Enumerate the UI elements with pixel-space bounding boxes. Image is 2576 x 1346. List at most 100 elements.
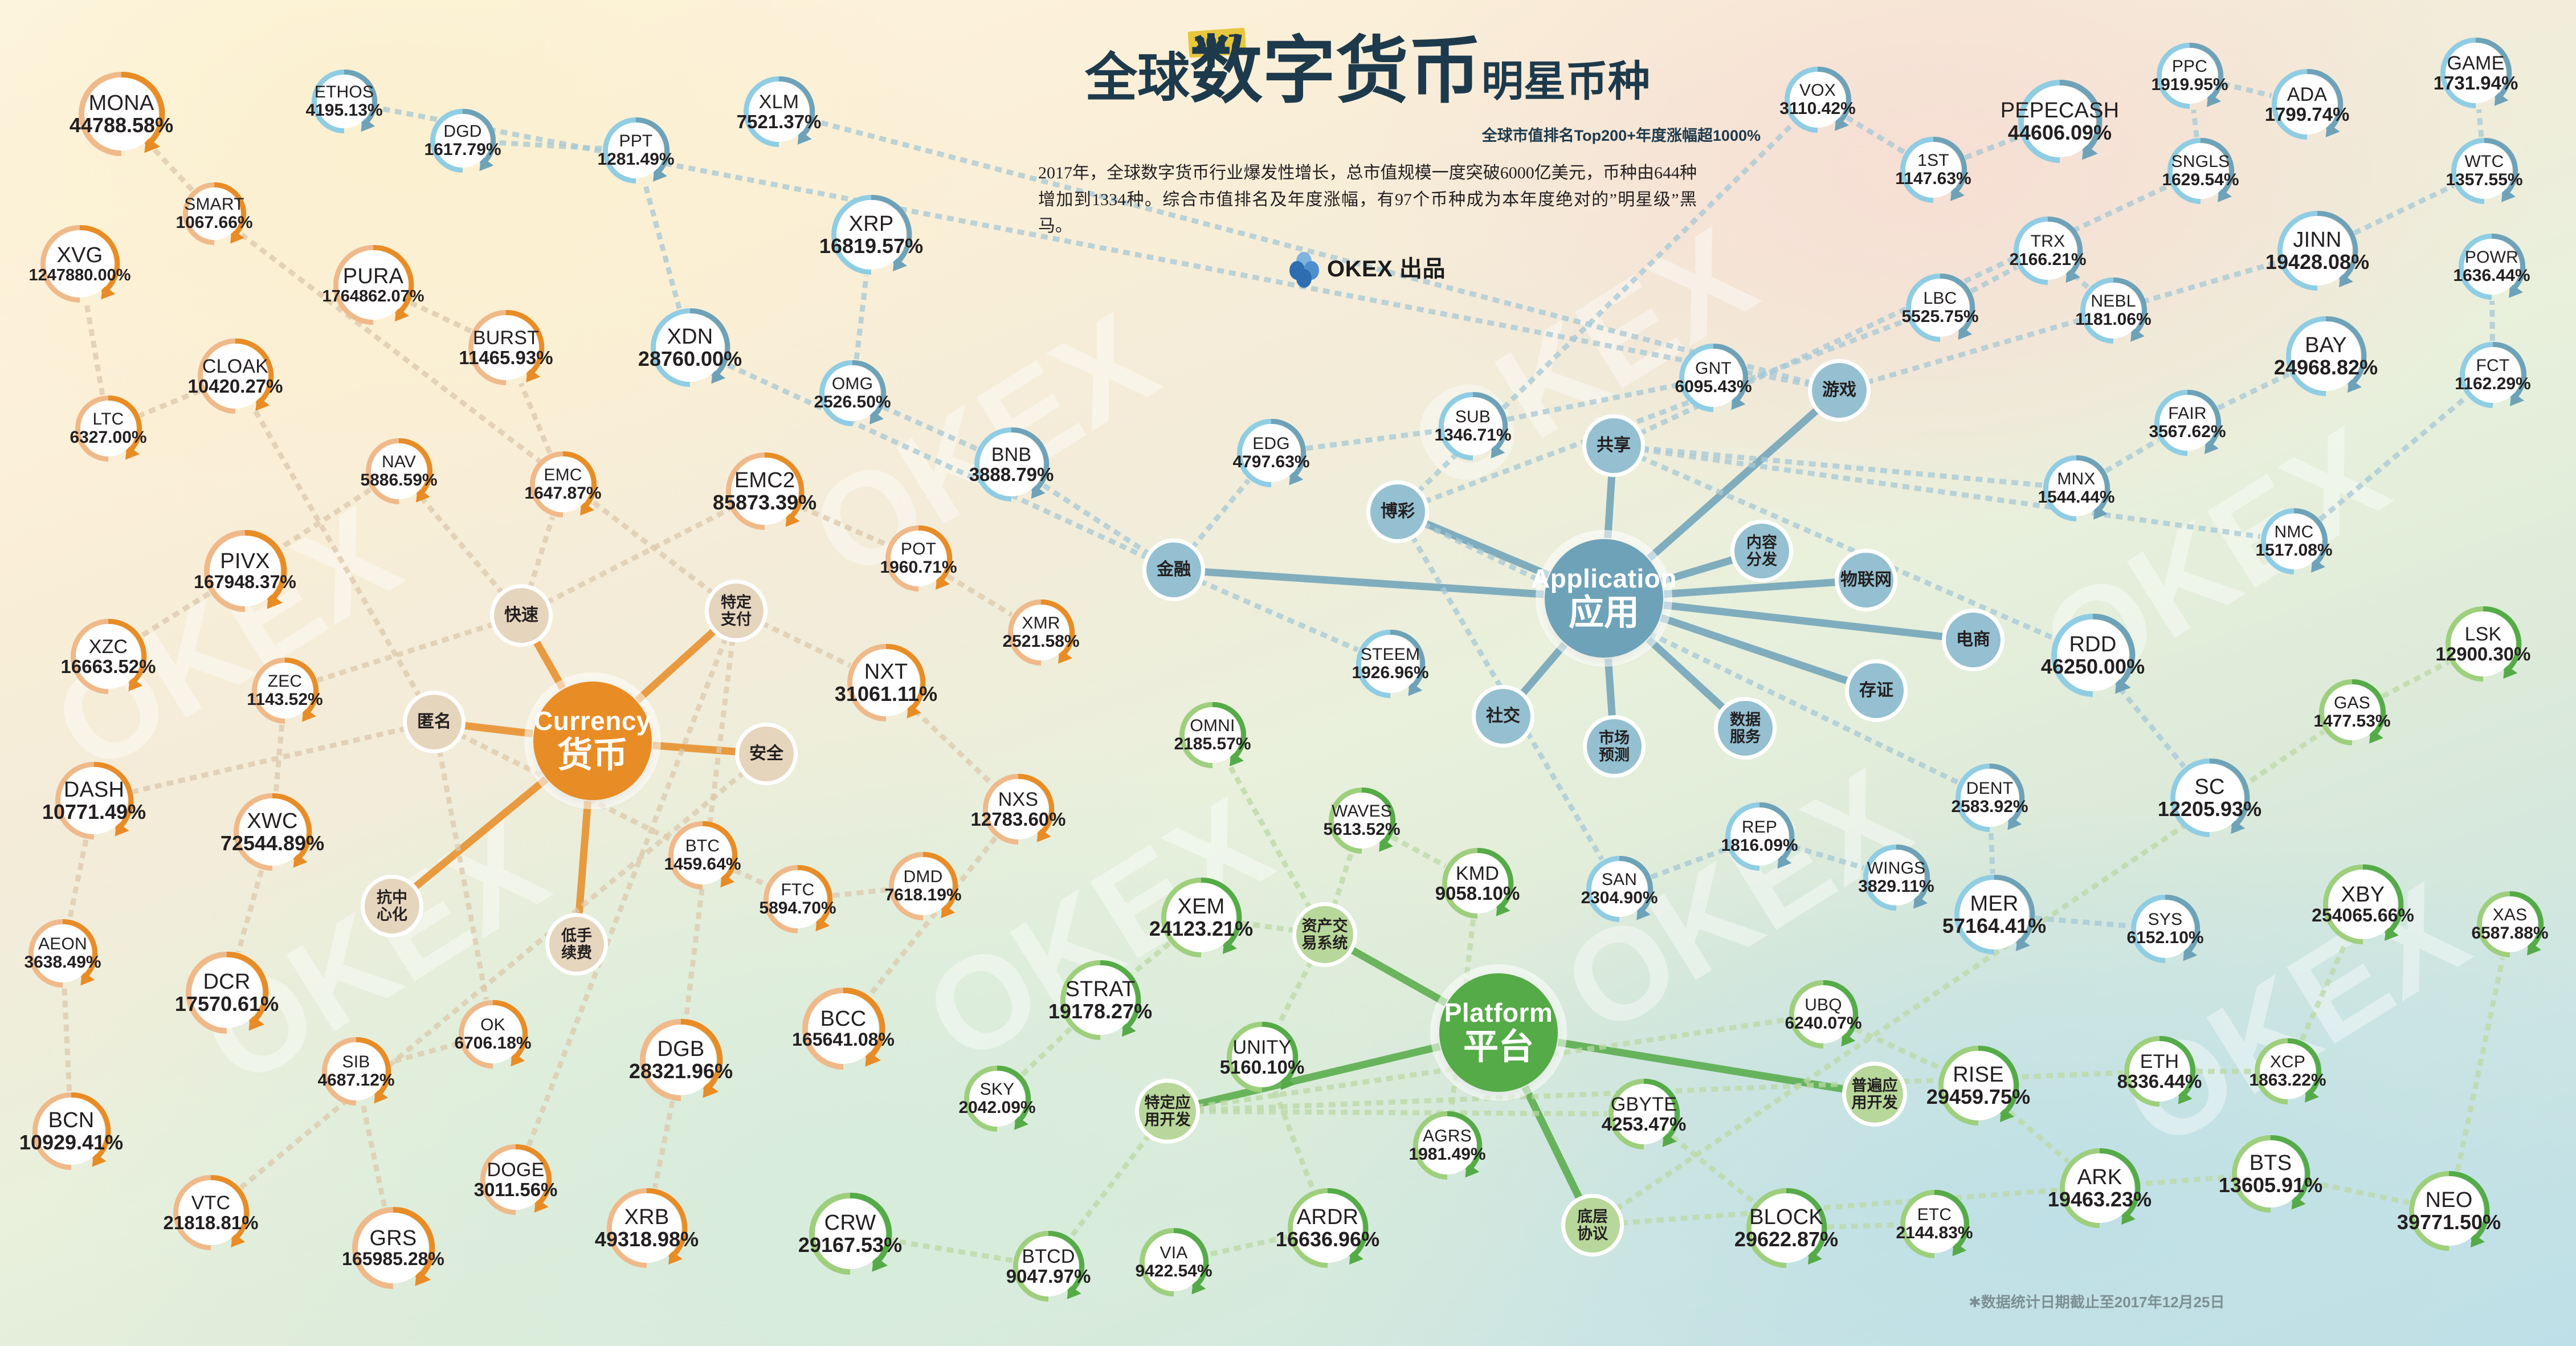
sub-iot[interactable]: 物联网 xyxy=(1839,553,1893,607)
coin-node-rep[interactable]: REP 1816.09% xyxy=(1721,807,1798,866)
sub-finance[interactable]: 金融 xyxy=(1146,543,1201,597)
coin-node-game[interactable]: GAME 1731.94% xyxy=(2434,43,2518,103)
coin-node-xwc[interactable]: XWC 72544.89% xyxy=(221,798,324,866)
coin-node-nmc[interactable]: NMC 1517.08% xyxy=(2255,513,2333,569)
coin-node-btc[interactable]: BTC 1459.64% xyxy=(664,826,741,884)
sub-content[interactable]: 内容 分发 xyxy=(1734,524,1789,578)
coin-node-xzc[interactable]: XZC 16663.52% xyxy=(61,624,156,689)
coin-node-doge[interactable]: DOGE 3011.56% xyxy=(474,1149,557,1210)
coin-node-dgd[interactable]: DGD 1617.79% xyxy=(424,114,501,168)
coin-node-gbyte[interactable]: GBYTE 4253.47% xyxy=(1602,1084,1686,1144)
sub-social[interactable]: 社交 xyxy=(1476,689,1530,744)
coin-node-xem[interactable]: XEM 24123.21% xyxy=(1149,883,1253,952)
sub-evidence[interactable]: 存证 xyxy=(1849,663,1904,718)
coin-node-emc[interactable]: EMC 1647.87% xyxy=(524,456,602,512)
sub-security[interactable]: 安全 xyxy=(739,727,794,781)
coin-node-mona[interactable]: MONA 44788.58% xyxy=(70,78,173,150)
sub-gambling[interactable]: 博彩 xyxy=(1370,484,1425,539)
coin-node-dcr[interactable]: DCR 17570.61% xyxy=(175,957,279,1028)
coin-node-bcn[interactable]: BCN 10929.41% xyxy=(19,1098,123,1165)
coin-node-mnx[interactable]: MNX 1544.44% xyxy=(2038,460,2115,516)
coin-node-aeon[interactable]: AEON 3638.49% xyxy=(24,924,101,982)
coin-node-burst[interactable]: BURST 11465.93% xyxy=(459,315,553,380)
coin-node-rise[interactable]: RISE 29459.75% xyxy=(1926,1051,2030,1120)
coin-node-vox[interactable]: VOX 3110.42% xyxy=(1779,72,1856,128)
coin-node-sub[interactable]: SUB 1346.71% xyxy=(1434,397,1512,455)
coin-node-btcd[interactable]: BTCD 9047.97% xyxy=(1006,1236,1091,1296)
coin-node-xmr[interactable]: XMR 2521.58% xyxy=(1002,605,1080,660)
sub-specific-app-dev[interactable]: 特定应 用开发 xyxy=(1139,1083,1196,1140)
coin-node-via[interactable]: VIA 9422.54% xyxy=(1135,1233,1213,1291)
coin-node-ltc[interactable]: LTC 6327.00% xyxy=(70,401,147,456)
coin-node-dmd[interactable]: DMD 7618.19% xyxy=(884,857,962,915)
coin-node-ada[interactable]: ADA 1799.74% xyxy=(2265,74,2349,134)
coin-node-unity[interactable]: UNITY 5160.10% xyxy=(1220,1027,1304,1087)
coin-node-gnt[interactable]: GNT 6095.43% xyxy=(1675,349,1752,407)
coin-node-fct[interactable]: FCT 1162.29% xyxy=(2455,347,2531,403)
coin-node-xas[interactable]: XAS 6587.88% xyxy=(2471,896,2549,952)
coin-node-mer[interactable]: MER 57164.41% xyxy=(1942,880,2046,949)
coin-node-edg[interactable]: EDG 4797.63% xyxy=(1232,424,1310,482)
coin-node-neo[interactable]: NEO 39771.50% xyxy=(2397,1176,2501,1246)
coin-node-emc2[interactable]: EMC2 85873.39% xyxy=(713,458,817,525)
coin-node-zec[interactable]: ZEC 1143.52% xyxy=(247,663,323,719)
sub-ecommerce[interactable]: 电商 xyxy=(1946,613,2001,667)
coin-node-pepecash[interactable]: PEPECASH 44606.09% xyxy=(2001,85,2119,157)
sub-fast[interactable]: 快速 xyxy=(494,588,549,643)
coin-node-omg[interactable]: OMG 2526.50% xyxy=(814,365,891,421)
hub-node-currency[interactable]: Currency 货币 xyxy=(533,682,652,800)
coin-node-xcp[interactable]: XCP 1863.22% xyxy=(2249,1043,2326,1099)
coin-node-dgb[interactable]: DGB 28321.96% xyxy=(629,1025,733,1095)
coin-node-nxs[interactable]: NXS 12783.60% xyxy=(971,779,1066,839)
coin-node-sib[interactable]: SIB 4687.12% xyxy=(317,1042,395,1100)
sub-anon[interactable]: 匿名 xyxy=(407,695,462,749)
coin-node-sys[interactable]: SYS 6152.10% xyxy=(2126,900,2204,958)
coin-node-ark[interactable]: ARK 19463.23% xyxy=(2048,1153,2152,1223)
coin-node-gas[interactable]: GAS 1477.53% xyxy=(2313,684,2391,740)
coin-node-agrs[interactable]: AGRS 1981.49% xyxy=(1409,1116,1486,1174)
sub-specific-pay[interactable]: 特定 支付 xyxy=(709,584,764,638)
coin-node-bcc[interactable]: BCC 165641.08% xyxy=(792,993,895,1064)
coin-node-block[interactable]: BLOCK 29622.87% xyxy=(1734,1193,1838,1263)
coin-node-pot[interactable]: POT 1960.71% xyxy=(880,531,957,586)
coin-node-sngls[interactable]: SNGLS 1629.54% xyxy=(2162,143,2239,199)
sub-anti-central[interactable]: 抗中 心化 xyxy=(365,879,419,933)
coin-node-dash[interactable]: DASH 10771.49% xyxy=(42,767,146,834)
coin-node-wtc[interactable]: WTC 1357.55% xyxy=(2446,143,2523,199)
sub-data-service[interactable]: 数据 服务 xyxy=(1718,701,1773,756)
coin-node-etc[interactable]: ETC 2144.83% xyxy=(1896,1195,1973,1253)
coin-node-omni[interactable]: OMNI 2185.57% xyxy=(1174,707,1251,763)
hub-node-platform[interactable]: Platform 平台 xyxy=(1439,973,1558,1092)
coin-node-sky[interactable]: SKY 2042.09% xyxy=(958,1071,1036,1127)
coin-node-ftc[interactable]: FTC 5894.70% xyxy=(759,870,836,928)
coin-node-jinn[interactable]: JINN 19428.08% xyxy=(2265,216,2369,285)
coin-node-smart[interactable]: SMART 1067.66% xyxy=(175,187,253,240)
coin-node-rdd[interactable]: RDD 46250.00% xyxy=(2041,619,2145,691)
coin-node-xdn[interactable]: XDN 28760.00% xyxy=(638,313,742,382)
sub-base-protocol[interactable]: 底层 协议 xyxy=(1565,1198,1620,1253)
coin-node-1st[interactable]: 1ST 1147.63% xyxy=(1895,142,1971,198)
coin-node-trx[interactable]: TRX 2166.21% xyxy=(2009,222,2087,280)
coin-node-pivx[interactable]: PIVX 167948.37% xyxy=(194,536,296,606)
coin-node-nxt[interactable]: NXT 31061.11% xyxy=(835,649,937,716)
coin-node-nav[interactable]: NAV 5886.59% xyxy=(360,443,438,499)
coin-node-ppt[interactable]: PPT 1281.49% xyxy=(597,123,675,178)
coin-node-xvg[interactable]: XVG 1247880.00% xyxy=(29,230,131,297)
coin-node-steem[interactable]: STEEM 1926.96% xyxy=(1352,635,1429,693)
coin-node-sc[interactable]: SC 12205.93% xyxy=(2158,764,2261,832)
coin-node-vtc[interactable]: VTC 21818.81% xyxy=(164,1180,259,1245)
coin-node-cloak[interactable]: CLOAK 10420.27% xyxy=(188,344,283,409)
coin-node-powr[interactable]: POWR 1636.44% xyxy=(2453,239,2530,295)
coin-node-xrb[interactable]: XRB 49318.98% xyxy=(595,1193,699,1263)
sub-general-app-dev[interactable]: 普遍应 用开发 xyxy=(1846,1066,1903,1123)
coin-node-ok[interactable]: OK 6706.18% xyxy=(454,1005,532,1063)
coin-node-grs[interactable]: GRS 165985.28% xyxy=(342,1213,444,1283)
coin-node-pura[interactable]: PURA 1764862.07% xyxy=(322,250,424,320)
sub-low-fee[interactable]: 低手 续费 xyxy=(549,917,604,972)
coin-node-lbc[interactable]: LBC 5525.75% xyxy=(1901,279,1979,337)
coin-node-bts[interactable]: BTS 13605.91% xyxy=(2219,1140,2322,1208)
coin-node-kmd[interactable]: KMD 9058.10% xyxy=(1435,853,1520,913)
coin-node-dent[interactable]: DENT 2583.92% xyxy=(1951,769,2028,827)
sub-market-forecast[interactable]: 市场 预测 xyxy=(1587,719,1642,774)
coin-node-eth[interactable]: ETH 8336.44% xyxy=(2117,1041,2202,1102)
